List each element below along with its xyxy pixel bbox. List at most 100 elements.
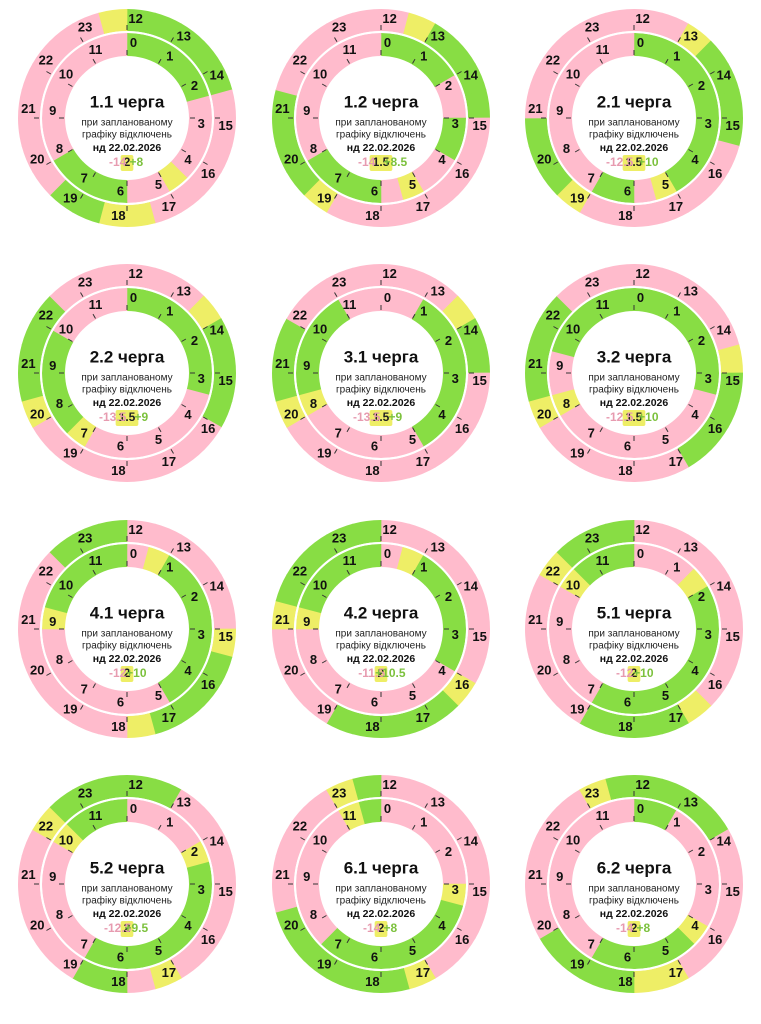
half-hour-slot	[210, 344, 236, 374]
half-hour-slot	[188, 927, 222, 962]
half-hour-slot	[424, 179, 459, 213]
half-hour-slot	[186, 117, 212, 141]
hour-label: 13	[684, 794, 698, 809]
hour-tick	[688, 594, 694, 598]
hour-label: 9	[49, 614, 56, 629]
half-hour-slot	[548, 350, 575, 374]
half-hour-slot	[551, 644, 581, 672]
ring-separator	[547, 542, 721, 716]
half-hour-slot	[573, 161, 604, 192]
half-hour-slot	[677, 403, 708, 434]
hour-label: 5	[155, 943, 162, 958]
half-hour-slot	[202, 318, 233, 351]
half-hour-slot	[464, 117, 490, 147]
hour-label: 7	[81, 425, 88, 440]
half-hour-slot	[21, 318, 52, 351]
hour-label: 23	[78, 275, 92, 290]
half-hour-slot	[186, 861, 212, 885]
schedule-clock: 012345678910111213141516171819202122236.…	[525, 775, 743, 993]
half-hour-slot	[104, 177, 128, 203]
half-hour-slot	[434, 899, 464, 927]
off-hours: -13.5	[99, 410, 127, 424]
half-hour-slot	[210, 89, 236, 119]
half-hour-slot	[656, 704, 689, 735]
hour-label: 16	[455, 932, 469, 947]
half-hour-slot	[424, 534, 459, 568]
hour-label: 17	[162, 965, 176, 980]
half-hour-slot	[440, 350, 466, 374]
half-hour-slot	[380, 33, 404, 59]
half-hour-slot	[104, 33, 128, 59]
hour-tick	[553, 927, 559, 931]
hour-tick	[321, 849, 327, 853]
hour-tick	[92, 313, 96, 319]
hour-label: 1	[166, 303, 173, 318]
subtitle: при запланованому	[81, 884, 172, 895]
hour-label: 19	[570, 957, 584, 972]
hour-label: 0	[130, 290, 137, 305]
half-hour-slot	[442, 40, 476, 75]
hour-label: 13	[684, 283, 698, 298]
half-hour-slot	[424, 403, 455, 434]
hour-label: 1	[166, 559, 173, 574]
hour-label: 20	[537, 662, 551, 677]
hour-label: 5	[662, 943, 669, 958]
hour-label: 18	[365, 463, 379, 478]
date: нд 22.02.2026	[93, 397, 162, 409]
half-hour-slot	[717, 883, 743, 913]
hour-tick	[587, 448, 591, 454]
half-hour-slot	[440, 861, 466, 885]
subtitle: при запланованому	[588, 373, 679, 384]
hour-tick	[709, 326, 715, 330]
hour-label: 12	[128, 11, 142, 26]
half-hour-slot	[411, 44, 442, 75]
half-hour-slot	[275, 395, 306, 428]
hour-tick	[170, 292, 174, 298]
half-hour-slot	[591, 171, 619, 201]
hour-tick	[321, 404, 327, 408]
half-hour-slot	[573, 672, 604, 703]
hour-tick	[67, 338, 73, 342]
hour-tick	[321, 660, 327, 664]
date: нд 22.02.2026	[600, 142, 669, 154]
half-hour-slot	[664, 299, 695, 330]
hour-tick	[46, 161, 52, 165]
half-hour-slot	[98, 775, 128, 801]
half-hour-slot	[358, 543, 382, 570]
hour-label: 21	[275, 612, 289, 627]
half-hour-slot	[180, 644, 210, 672]
hour-label: 22	[39, 308, 53, 323]
hour-label: 13	[431, 794, 445, 809]
hour-label: 0	[637, 546, 644, 561]
hour-tick	[553, 326, 559, 330]
half-hour-slot	[464, 883, 490, 913]
hour-tick	[334, 292, 338, 298]
hour-label: 17	[162, 454, 176, 469]
hour-tick	[158, 427, 162, 433]
hour-label: 3	[198, 116, 205, 131]
hour-tick	[46, 71, 52, 75]
half-hour-slot	[186, 628, 212, 652]
hour-label: 20	[30, 917, 44, 932]
hour-label: 0	[130, 35, 137, 50]
half-hour-slot	[186, 372, 212, 396]
half-hour-slot	[170, 179, 205, 213]
hour-label: 7	[588, 936, 595, 951]
hour-label: 12	[635, 266, 649, 281]
hour-label: 22	[546, 53, 560, 68]
half-hour-slot	[656, 448, 689, 479]
half-hour-slot	[126, 967, 156, 993]
half-hour-slot	[411, 810, 442, 841]
hour-tick	[412, 313, 416, 319]
hour-label: 5	[409, 688, 416, 703]
half-hour-slot	[434, 330, 464, 358]
half-hour-slot	[66, 416, 97, 447]
hour-label: 2	[191, 844, 198, 859]
half-hour-slot	[338, 682, 366, 712]
hour-tick	[574, 594, 580, 598]
half-hour-slot	[126, 712, 156, 739]
hour-label: 8	[310, 141, 317, 156]
half-hour-slot	[126, 201, 156, 227]
hour-tick	[677, 803, 681, 809]
half-hour-slot	[579, 959, 612, 990]
